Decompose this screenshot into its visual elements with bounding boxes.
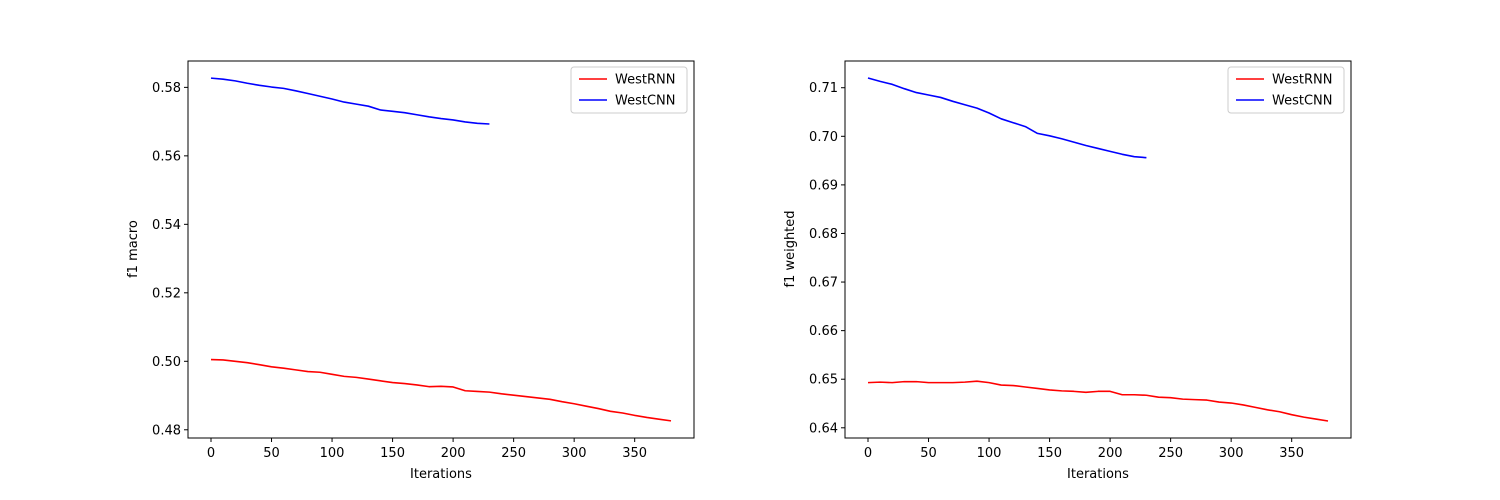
weighted-f1-chart: 0 50 100 150 200 250 300 350 0.64 0.65 0.66 0.67 0.6…	[783, 60, 1352, 482]
legend-label-westrnn: WestRNN	[1272, 73, 1332, 88]
x-tick-label: 200	[441, 446, 466, 461]
x-tick-label: 300	[562, 446, 587, 461]
x-tick-label: 50	[920, 446, 937, 461]
y-tick-label: 0.48	[152, 423, 181, 438]
x-tick-label: 250	[501, 446, 526, 461]
x-axis-label: Iterations	[410, 467, 472, 482]
x-tick-label: 0	[207, 446, 215, 461]
plot-area-frame	[844, 60, 1352, 439]
x-tick-label: 150	[380, 446, 405, 461]
y-tick-label: 0.70	[809, 130, 838, 145]
y-axis-label: f1 weighted	[783, 210, 798, 287]
series-line-westrnn	[210, 358, 672, 422]
plot-area-frame	[187, 60, 695, 439]
series-line-westrnn	[867, 380, 1329, 422]
y-tick-label: 0.71	[809, 81, 838, 96]
series-layer	[210, 77, 672, 422]
x-tick-label: 100	[977, 446, 1002, 461]
x-tick-label: 50	[263, 446, 280, 461]
y-tick-label: 0.54	[152, 218, 181, 233]
legend-label-westcnn: WestCNN	[615, 94, 676, 109]
x-tick-label: 0	[864, 446, 872, 461]
x-tick-label: 350	[622, 446, 647, 461]
x-tick-label: 150	[1037, 446, 1062, 461]
y-tick-label: 0.56	[152, 149, 181, 164]
x-tick-label: 200	[1098, 446, 1123, 461]
series-line-westcnn	[210, 77, 490, 125]
y-tick-label: 0.58	[152, 81, 181, 96]
tick-layer: 0 50 100 150 200 250 300 350 0.48 0.50 0.52 0.54 0.5…	[152, 81, 647, 461]
tick-layer: 0 50 100 150 200 250 300 350 0.64 0.65 0.66 0.67 0.6…	[809, 81, 1304, 461]
y-tick-label: 0.66	[809, 324, 838, 339]
y-tick-label: 0.50	[152, 355, 181, 370]
x-tick-label: 300	[1219, 446, 1244, 461]
legend: WestRNN WestCNN	[1227, 66, 1345, 114]
y-tick-label: 0.69	[809, 178, 838, 193]
x-tick-label: 100	[320, 446, 345, 461]
series-line-westcnn	[867, 77, 1147, 159]
y-tick-label: 0.67	[809, 276, 838, 291]
y-tick-label: 0.52	[152, 286, 181, 301]
legend-label-westrnn: WestRNN	[615, 73, 675, 88]
legend: WestRNN WestCNN	[570, 66, 688, 114]
y-tick-label: 0.68	[809, 227, 838, 242]
x-tick-label: 250	[1158, 446, 1183, 461]
legend-label-westcnn: WestCNN	[1272, 94, 1333, 109]
macro-f1-chart: 0 50 100 150 200 250 300 350 0.48 0.50 0.52 0.54 0.5…	[126, 60, 695, 482]
series-layer	[867, 77, 1329, 422]
y-tick-label: 0.64	[809, 421, 838, 436]
x-tick-label: 350	[1279, 446, 1304, 461]
x-axis-label: Iterations	[1067, 467, 1129, 482]
y-axis-label: f1 macro	[126, 220, 141, 278]
y-tick-label: 0.65	[809, 373, 838, 388]
